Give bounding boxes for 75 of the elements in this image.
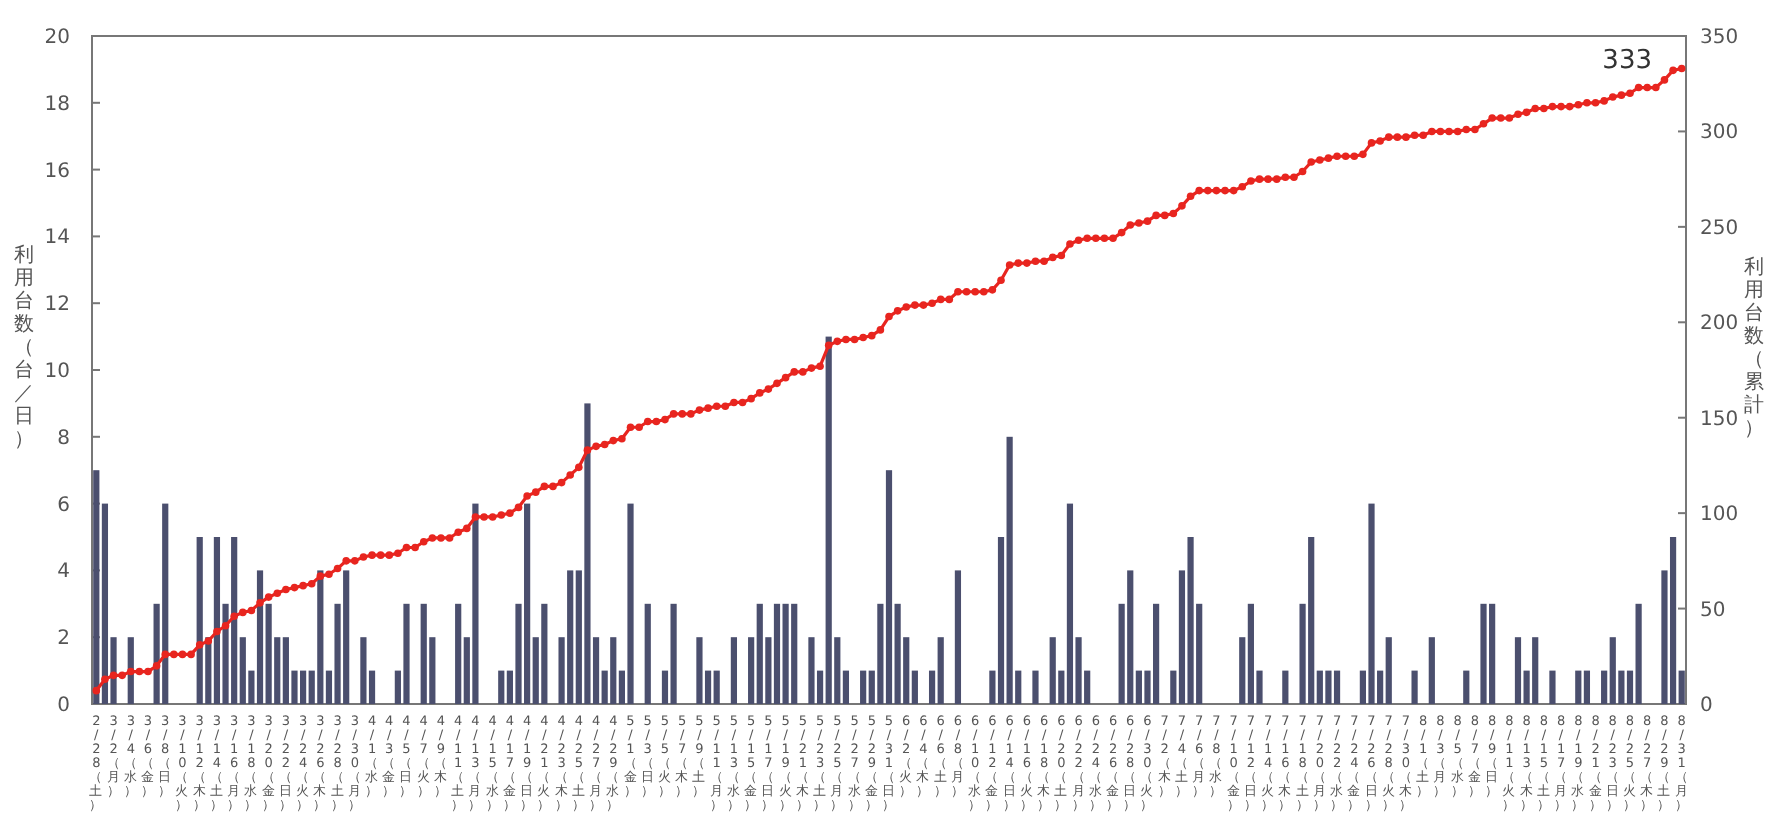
bar — [670, 603, 677, 704]
bar — [730, 637, 738, 704]
y-tick-label: 6 — [57, 494, 70, 517]
y2-tick-label: 300 — [1700, 122, 1739, 145]
bar — [1066, 503, 1074, 704]
text: 利用台数（台／日） — [14, 245, 34, 451]
bar — [1549, 670, 1556, 704]
y2-tick-label: 50 — [1700, 599, 1726, 622]
y-tick-label: 8 — [57, 427, 70, 450]
bar — [213, 537, 221, 704]
bar — [1006, 436, 1013, 704]
y2-tick-label: 100 — [1700, 504, 1739, 527]
bar — [954, 570, 962, 704]
bar — [1480, 603, 1487, 704]
y-tick-label: 20 — [44, 27, 70, 49]
y-tick-label: 10 — [44, 361, 70, 383]
bar — [1428, 637, 1435, 704]
bar — [696, 637, 703, 704]
bar — [937, 637, 944, 704]
bar — [455, 603, 462, 704]
bar — [1187, 537, 1194, 704]
y-tick-label: 2 — [57, 628, 70, 651]
y2-axis-title: 利用台数（累計） — [1744, 255, 1764, 440]
bar — [885, 470, 893, 704]
bar — [196, 537, 203, 704]
annotation: 333 — [1602, 46, 1652, 76]
y-tick-label: 18 — [44, 93, 70, 116]
bar — [1368, 503, 1375, 704]
y2-tick-label: 350 — [1700, 27, 1739, 49]
bar — [1575, 670, 1582, 704]
y-tick-label: 14 — [44, 227, 70, 250]
bar — [403, 603, 410, 704]
y2-tick-label: 150 — [1700, 408, 1739, 431]
bar — [1282, 670, 1289, 704]
bar — [1049, 637, 1056, 704]
y2-tick-label: 200 — [1700, 313, 1739, 336]
bar — [472, 503, 479, 704]
bar — [773, 603, 781, 704]
bar — [1463, 670, 1470, 704]
bar — [1669, 537, 1677, 704]
y2-tick-label: 0 — [1700, 695, 1713, 717]
bar — [256, 570, 264, 704]
bar — [644, 603, 651, 704]
bar — [541, 603, 548, 704]
bar — [1385, 637, 1392, 704]
bar — [825, 336, 832, 704]
bar — [1514, 637, 1522, 704]
bar — [1325, 670, 1332, 704]
bar — [93, 470, 100, 704]
bar — [360, 637, 367, 704]
y-tick-label: 0 — [57, 695, 70, 717]
bar — [1609, 637, 1616, 704]
bar — [584, 403, 591, 704]
bar — [420, 603, 427, 704]
bar — [808, 637, 815, 704]
bar — [1333, 670, 1341, 704]
y-tick-label: 12 — [44, 294, 70, 317]
bar — [791, 603, 798, 704]
bar — [860, 670, 867, 704]
bar — [1032, 670, 1039, 704]
y-tick-label: 16 — [44, 160, 70, 183]
bar — [317, 570, 324, 704]
bar — [782, 603, 789, 704]
bar — [627, 503, 634, 704]
bar — [610, 637, 617, 704]
bar — [1635, 603, 1642, 704]
bar — [713, 670, 720, 704]
bar — [1127, 570, 1134, 704]
bar — [162, 503, 169, 704]
bar — [1411, 670, 1418, 704]
bar — [756, 603, 763, 704]
y2-tick-label: 250 — [1700, 217, 1739, 240]
bar — [1583, 670, 1591, 704]
y-tick-label: 4 — [57, 561, 70, 584]
bar — [498, 670, 505, 704]
